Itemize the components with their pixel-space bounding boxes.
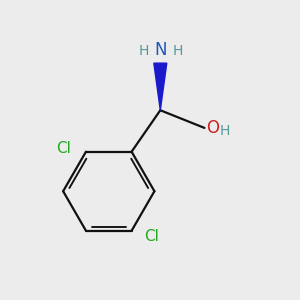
Text: Cl: Cl — [56, 141, 71, 156]
Polygon shape — [154, 63, 167, 110]
Text: Cl: Cl — [144, 229, 159, 244]
Text: O: O — [206, 119, 219, 137]
Text: H: H — [139, 44, 149, 58]
Text: H: H — [220, 124, 230, 138]
Text: N: N — [154, 41, 167, 59]
Text: H: H — [173, 44, 183, 58]
